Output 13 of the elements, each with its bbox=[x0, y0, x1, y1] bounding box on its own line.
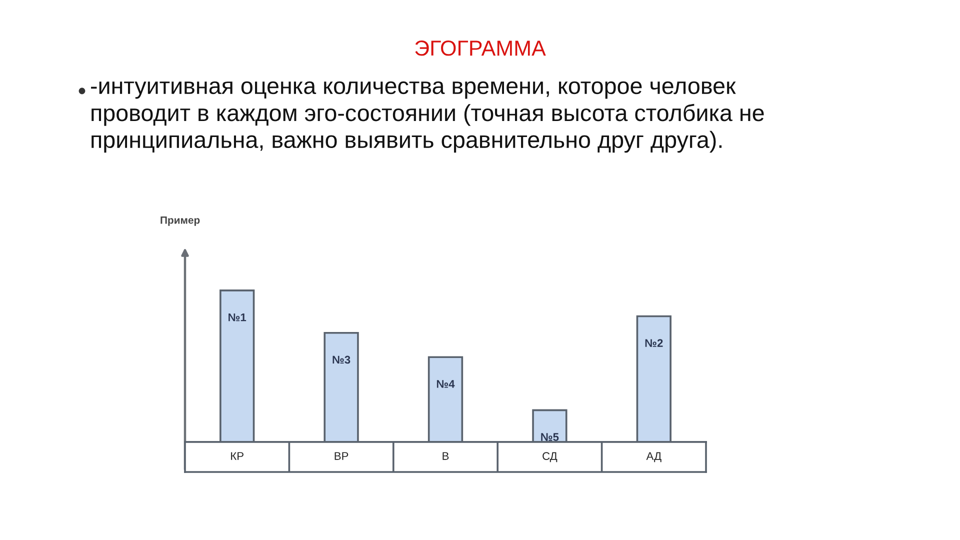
annotation: №1 bbox=[228, 313, 246, 322]
annotation: №5 bbox=[541, 433, 559, 441]
annotation: №4 bbox=[436, 380, 455, 388]
chart-subtitle: -интуитивная оценка количества времени, которое человек проводит в каждом эго-состоянии (точная высота столбика не принципиальна, важно выявить сравнительно друг друга). bbox=[91, 81, 764, 153]
x-tick-label: КР bbox=[231, 452, 244, 460]
chart-title: ЭГОГРАММА bbox=[415, 40, 546, 56]
x-tick-label: АД bbox=[646, 452, 662, 462]
annotation: №2 bbox=[645, 339, 663, 347]
x-tick-label: ВР bbox=[334, 452, 348, 460]
text: Пример bbox=[160, 216, 200, 226]
annotation: №3 bbox=[332, 356, 350, 364]
x-tick-label: В bbox=[442, 452, 449, 460]
x-tick-label: СД bbox=[542, 452, 558, 462]
